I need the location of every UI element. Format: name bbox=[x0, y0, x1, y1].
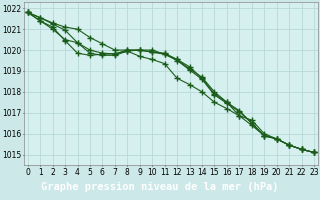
Text: Graphe pression niveau de la mer (hPa): Graphe pression niveau de la mer (hPa) bbox=[41, 182, 279, 192]
